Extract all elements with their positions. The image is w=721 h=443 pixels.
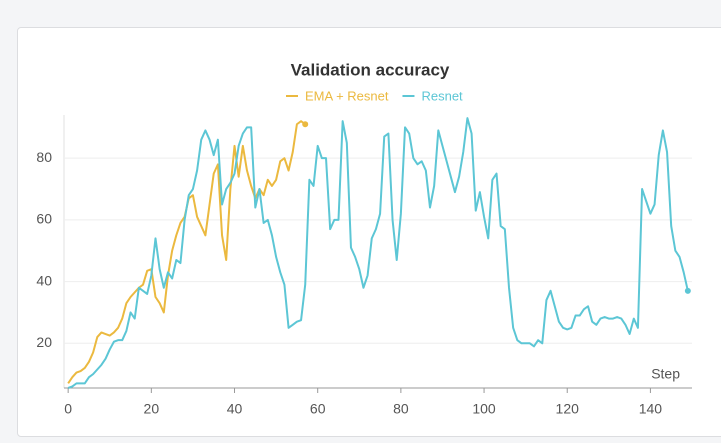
x-axis-label: Step: [651, 366, 680, 382]
x-tick-label: 40: [227, 401, 243, 417]
x-tick-label: 0: [64, 401, 72, 417]
end-point: [302, 121, 309, 128]
x-tick-label: 60: [310, 401, 326, 417]
x-tick-label: 120: [556, 401, 580, 417]
series-line: [67, 120, 306, 384]
x-tick-label: 80: [393, 401, 409, 417]
x-tick-label: 140: [639, 401, 663, 417]
x-tick-label: 20: [144, 401, 160, 417]
y-tick-label: 40: [36, 272, 52, 288]
legend-label: EMA + Resnet: [305, 88, 389, 103]
y-tick-label: 20: [36, 334, 52, 350]
series-line: [67, 117, 689, 389]
y-tick-label: 60: [36, 211, 52, 227]
chart-title: Validation accuracy: [291, 60, 450, 79]
legend-label: Resnet: [421, 88, 463, 103]
panel: [17, 27, 721, 437]
x-tick-label: 100: [472, 401, 496, 417]
y-tick-label: 80: [36, 149, 52, 165]
end-point: [684, 287, 691, 294]
